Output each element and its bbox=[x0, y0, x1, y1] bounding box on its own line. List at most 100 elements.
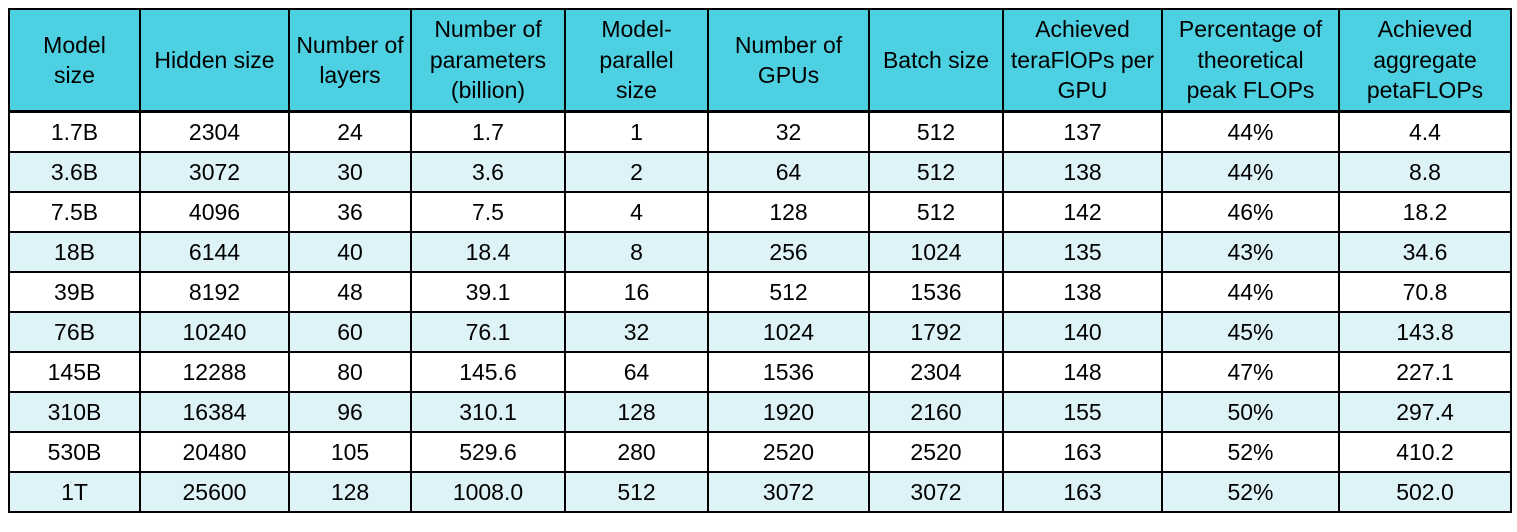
column-header-1: Model size bbox=[8, 8, 141, 113]
table-row: 39B 8192 48 39.1 16 512 1536 138 44% 70.8 bbox=[8, 271, 1512, 313]
table-cell: 7.5 bbox=[410, 191, 566, 233]
table-cell: 137 bbox=[1002, 110, 1163, 153]
table-cell: 40 bbox=[288, 231, 412, 273]
table-cell: 6144 bbox=[139, 231, 290, 273]
table-row: 18B 6144 40 18.4 8 256 1024 135 43% 34.6 bbox=[8, 231, 1512, 273]
table-row: 1T 25600 128 1008.0 512 3072 3072 163 52% 502.0 bbox=[8, 471, 1512, 513]
table-cell: 3072 bbox=[868, 471, 1004, 513]
table-cell: 48 bbox=[288, 271, 412, 313]
table-cell: 3.6 bbox=[410, 151, 566, 193]
table-cell: 512 bbox=[564, 471, 709, 513]
table-cell: 4096 bbox=[139, 191, 290, 233]
column-header-4: Number of parameters (billion) bbox=[410, 8, 566, 113]
table-cell: 135 bbox=[1002, 231, 1163, 273]
model-scaling-table: Model size Hidden size Number of layers Num… bbox=[8, 8, 1512, 513]
table-cell: 128 bbox=[288, 471, 412, 513]
table-cell: 2304 bbox=[868, 351, 1004, 393]
table-cell: 24 bbox=[288, 110, 412, 153]
table-cell: 2304 bbox=[139, 110, 290, 153]
table-row: 76B 10240 60 76.1 32 1024 1792 140 45% 143.8 bbox=[8, 311, 1512, 353]
table-cell: 3072 bbox=[139, 151, 290, 193]
table-cell: 18.4 bbox=[410, 231, 566, 273]
table-cell: 128 bbox=[707, 191, 870, 233]
table-cell: 2520 bbox=[707, 431, 870, 473]
table-cell: 20480 bbox=[139, 431, 290, 473]
table-cell: 512 bbox=[868, 110, 1004, 153]
table-cell: 2520 bbox=[868, 431, 1004, 473]
table-cell: 1536 bbox=[868, 271, 1004, 313]
table-cell: 512 bbox=[707, 271, 870, 313]
table-cell: 32 bbox=[707, 110, 870, 153]
table-cell: 44% bbox=[1161, 110, 1340, 153]
column-header-7: Batch size bbox=[868, 8, 1004, 113]
table-cell: 25600 bbox=[139, 471, 290, 513]
table-cell: 1.7 bbox=[410, 110, 566, 153]
table-cell: 297.4 bbox=[1338, 391, 1512, 433]
table-cell: 1920 bbox=[707, 391, 870, 433]
column-header-10: Achieved aggregate petaFLOPs bbox=[1338, 8, 1512, 113]
table-cell: 8.8 bbox=[1338, 151, 1512, 193]
table-cell: 12288 bbox=[139, 351, 290, 393]
table-cell: 30 bbox=[288, 151, 412, 193]
table-cell: 44% bbox=[1161, 151, 1340, 193]
table-cell: 310.1 bbox=[410, 391, 566, 433]
table-cell: 410.2 bbox=[1338, 431, 1512, 473]
table-cell: 142 bbox=[1002, 191, 1163, 233]
column-header-9: Percentage of theoretical peak FLOPs bbox=[1161, 8, 1340, 113]
table-cell: 280 bbox=[564, 431, 709, 473]
table-cell: 138 bbox=[1002, 271, 1163, 313]
table-cell: 4.4 bbox=[1338, 110, 1512, 153]
table-cell: 70.8 bbox=[1338, 271, 1512, 313]
table-row: 530B 20480 105 529.6 280 2520 2520 163 52% 410.2 bbox=[8, 431, 1512, 473]
table-cell: 96 bbox=[288, 391, 412, 433]
column-header-6: Number of GPUs bbox=[707, 8, 870, 113]
table-cell: 36 bbox=[288, 191, 412, 233]
table-cell: 256 bbox=[707, 231, 870, 273]
table-cell: 3.6B bbox=[8, 151, 141, 193]
column-header-8: Achieved teraFlOPs per GPU bbox=[1002, 8, 1163, 113]
table-cell: 1T bbox=[8, 471, 141, 513]
table-cell: 32 bbox=[564, 311, 709, 353]
table-header: Model size Hidden size Number of layers Num… bbox=[8, 8, 1512, 113]
table-cell: 163 bbox=[1002, 471, 1163, 513]
table-cell: 43% bbox=[1161, 231, 1340, 273]
table-cell: 8 bbox=[564, 231, 709, 273]
table-cell: 502.0 bbox=[1338, 471, 1512, 513]
table-cell: 18.2 bbox=[1338, 191, 1512, 233]
table-row: 3.6B 3072 30 3.6 2 64 512 138 44% 8.8 bbox=[8, 151, 1512, 193]
table-cell: 3072 bbox=[707, 471, 870, 513]
table-cell: 145.6 bbox=[410, 351, 566, 393]
table-cell: 52% bbox=[1161, 431, 1340, 473]
table-cell: 140 bbox=[1002, 311, 1163, 353]
table-cell: 148 bbox=[1002, 351, 1163, 393]
column-header-5: Model-parallel size bbox=[564, 8, 709, 113]
table-cell: 18B bbox=[8, 231, 141, 273]
table-cell: 512 bbox=[868, 151, 1004, 193]
table-cell: 1536 bbox=[707, 351, 870, 393]
table-cell: 64 bbox=[707, 151, 870, 193]
table-cell: 64 bbox=[564, 351, 709, 393]
table-cell: 2160 bbox=[868, 391, 1004, 433]
table-cell: 7.5B bbox=[8, 191, 141, 233]
table-cell: 4 bbox=[564, 191, 709, 233]
table-cell: 1008.0 bbox=[410, 471, 566, 513]
table-cell: 105 bbox=[288, 431, 412, 473]
table-cell: 39B bbox=[8, 271, 141, 313]
table-row: 145B 12288 80 145.6 64 1536 2304 148 47% 227.1 bbox=[8, 351, 1512, 393]
table-cell: 8192 bbox=[139, 271, 290, 313]
table-cell: 76B bbox=[8, 311, 141, 353]
table-cell: 45% bbox=[1161, 311, 1340, 353]
table-cell: 145B bbox=[8, 351, 141, 393]
column-header-2: Hidden size bbox=[139, 8, 290, 113]
table-cell: 10240 bbox=[139, 311, 290, 353]
table-row: 7.5B 4096 36 7.5 4 128 512 142 46% 18.2 bbox=[8, 191, 1512, 233]
table-cell: 76.1 bbox=[410, 311, 566, 353]
table-cell: 34.6 bbox=[1338, 231, 1512, 273]
table-cell: 60 bbox=[288, 311, 412, 353]
table-row: 310B 16384 96 310.1 128 1920 2160 155 50% 297.4 bbox=[8, 391, 1512, 433]
table-cell: 155 bbox=[1002, 391, 1163, 433]
table-cell: 138 bbox=[1002, 151, 1163, 193]
table-cell: 39.1 bbox=[410, 271, 566, 313]
table-cell: 1792 bbox=[868, 311, 1004, 353]
